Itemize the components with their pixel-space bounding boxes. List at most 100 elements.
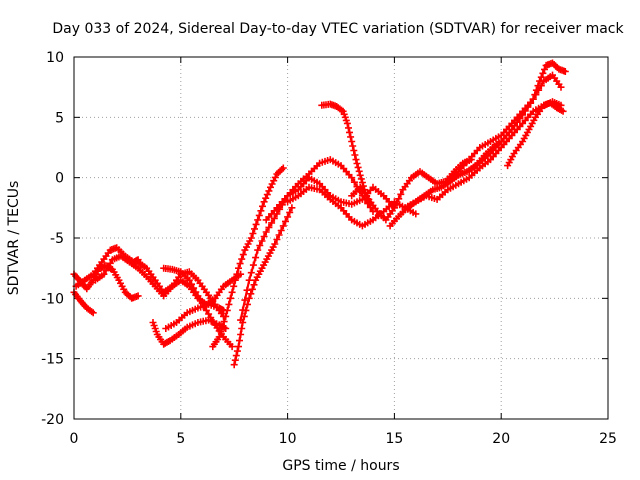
grid-lines [74, 57, 608, 419]
data-point-marker [227, 294, 234, 302]
series-track-g [162, 300, 227, 332]
data-point-marker [232, 352, 240, 360]
data-point-marker [397, 190, 405, 198]
data-point-marker [205, 310, 213, 318]
data-point-marker [235, 343, 242, 351]
data-point-marker [527, 99, 535, 107]
data-point-marker [271, 240, 279, 248]
series-track-f [149, 316, 230, 348]
data-point-marker [529, 95, 537, 103]
data-point-marker [106, 259, 114, 267]
data-point-marker [245, 276, 253, 284]
data-point-marker [345, 124, 352, 132]
data-point-marker [247, 290, 255, 298]
data-point-marker [395, 195, 403, 203]
data-point-marker [355, 167, 363, 175]
axis-ticks: 0 5 10 15 20 25 -20 -15 -10 -5 0 5 10 [41, 50, 617, 447]
y-tick-label: 0 [55, 171, 64, 187]
data-point-marker [233, 270, 241, 278]
data-point-marker [511, 122, 518, 130]
data-point-marker [279, 164, 287, 172]
x-axis-label: GPS time / hours [282, 458, 399, 474]
data-point-marker [237, 331, 245, 338]
x-tick-label: 25 [599, 431, 617, 447]
data-point-marker [243, 286, 251, 294]
data-point-marker [207, 314, 215, 322]
y-tick-label: 5 [55, 110, 64, 126]
series-track-t [504, 99, 567, 170]
data-point-marker [209, 317, 217, 325]
data-point-marker [239, 306, 247, 314]
data-point-marker [357, 175, 365, 183]
data-point-marker [249, 261, 257, 269]
data-point-marker [270, 177, 278, 185]
data-point-marker [238, 325, 246, 332]
data-point-marker [250, 281, 258, 289]
data-point-marker [521, 107, 529, 115]
data-point-marker [222, 312, 230, 320]
data-point-marker [536, 77, 544, 85]
data-point-marker [249, 230, 257, 237]
data-point-marker [200, 303, 208, 311]
data-point-marker [343, 119, 351, 127]
data-point-marker [252, 254, 260, 262]
data-point-marker [247, 234, 255, 242]
data-point-marker [559, 107, 567, 115]
data-point-marker [219, 323, 226, 331]
data-point-marker [347, 133, 355, 141]
data-point-marker [561, 68, 569, 75]
series-track-b [70, 288, 97, 317]
data-point-marker [557, 83, 565, 91]
series-track-d [91, 252, 245, 308]
data-point-marker [358, 179, 366, 186]
data-point-marker [239, 251, 247, 259]
data-point-marker [241, 296, 249, 304]
data-point-marker [237, 316, 245, 324]
data-point-marker [248, 285, 256, 293]
chart-title: Day 033 of 2024, Sidereal Day-to-day VTE… [52, 21, 624, 37]
data-point-marker [519, 111, 527, 119]
data-point-marker [231, 276, 239, 284]
series-track-m [284, 183, 420, 230]
data-point-marker [263, 191, 271, 199]
data-point-marker [279, 222, 287, 230]
series-track-i [209, 164, 287, 351]
data-point-marker [217, 328, 225, 336]
x-tick-label: 5 [176, 431, 185, 447]
data-point-marker [273, 236, 281, 243]
data-point-marker [532, 86, 540, 94]
data-point-marker [262, 194, 270, 202]
data-point-marker [265, 187, 273, 195]
data-point-marker [524, 103, 532, 111]
data-point-marker [390, 204, 398, 212]
series-track-s [465, 59, 569, 176]
data-point-marker [254, 216, 262, 224]
data-point-marker [104, 263, 112, 271]
data-point-marker [350, 178, 358, 186]
x-tick-label: 15 [385, 431, 403, 447]
plot-frame [73, 56, 609, 420]
data-point-marker [541, 65, 548, 73]
data-point-marker [245, 294, 253, 302]
data-point-marker [102, 267, 110, 275]
data-series [70, 59, 569, 369]
data-point-marker [231, 356, 239, 364]
x-tick-label: 20 [492, 431, 510, 447]
data-point-marker [192, 288, 200, 296]
data-point-marker [223, 306, 231, 314]
data-point-marker [513, 118, 521, 126]
data-point-marker [356, 171, 364, 179]
data-point-marker [220, 318, 228, 326]
data-point-marker [247, 269, 255, 277]
data-point-marker [134, 292, 142, 300]
data-point-marker [252, 220, 260, 228]
data-point-marker [275, 231, 283, 239]
data-point-marker [258, 237, 266, 245]
data-point-marker [185, 276, 193, 284]
y-tick-label: -5 [50, 231, 64, 247]
data-point-marker [262, 228, 270, 236]
data-point-marker [255, 211, 263, 219]
data-point-marker [196, 296, 204, 303]
